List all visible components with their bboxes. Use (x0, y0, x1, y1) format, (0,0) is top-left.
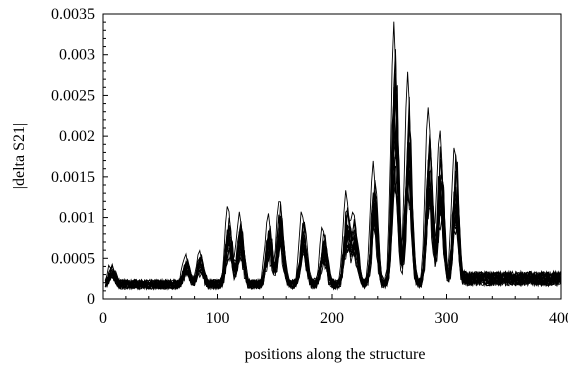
y-axis-title: |delta S21| (11, 123, 28, 189)
y-tick-label: 0.001 (59, 210, 95, 227)
series-line (104, 73, 561, 290)
x-tick-label: 300 (435, 310, 459, 327)
x-axis-title: positions along the structure (245, 346, 426, 363)
y-tick-label: 0 (87, 291, 95, 308)
y-tick-label: 0.0015 (51, 169, 95, 186)
series-line (104, 165, 561, 291)
series-line (104, 21, 561, 291)
y-axis: 0 0.0005 0.001 0.0015 0.002 0.0025 0.003 0.0035 (51, 6, 108, 308)
y-tick-label: 0.0025 (51, 87, 95, 104)
x-axis: 0 100 200 300 400 (99, 294, 568, 327)
y-tick-label: 0.0035 (51, 6, 95, 23)
x-tick-label: 0 (99, 310, 107, 327)
series-line (105, 140, 561, 291)
series-line (105, 138, 561, 290)
plot-frame (102, 13, 562, 300)
series-line (104, 155, 561, 291)
series-line (104, 83, 561, 291)
series-line (105, 121, 561, 290)
series-line (105, 51, 561, 291)
series-line (104, 131, 561, 291)
series-line (104, 85, 561, 290)
series-line (105, 100, 561, 291)
series-line (105, 156, 561, 291)
x-tick-label: 100 (206, 310, 230, 327)
y-tick-label: 0.0005 (51, 250, 95, 267)
series-line (104, 84, 561, 291)
y-tick-label: 0.003 (59, 47, 95, 64)
x-tick-label: 200 (320, 310, 344, 327)
series-line (104, 86, 561, 291)
x-tick-label: 400 (549, 310, 568, 327)
plot-area (102, 13, 562, 300)
series-line (104, 49, 561, 291)
y-tick-label: 0.002 (59, 128, 95, 145)
series-line (105, 132, 561, 291)
series-group (104, 21, 561, 291)
series-line (104, 103, 561, 290)
